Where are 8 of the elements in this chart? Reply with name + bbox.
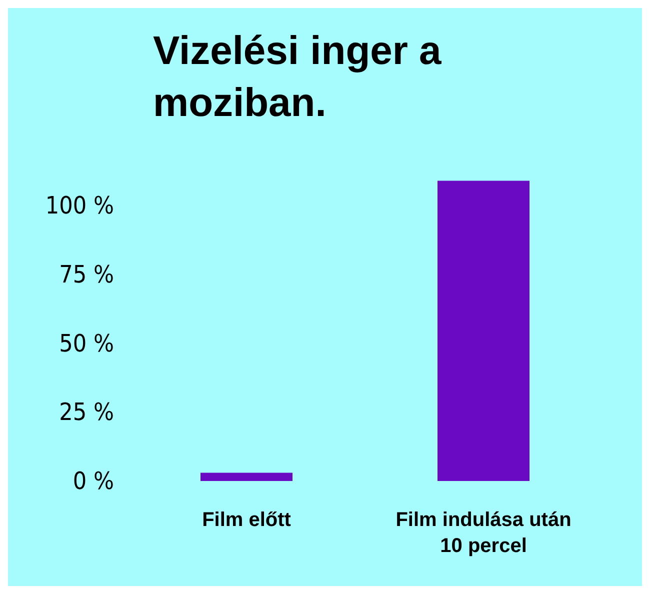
y-tick-label: 0 % bbox=[72, 467, 114, 495]
y-tick-label: 75 % bbox=[59, 260, 114, 288]
x-tick-label: Film indulása után 10 percel bbox=[396, 509, 572, 557]
chart-title: Vizelési inger a moziban. bbox=[153, 29, 442, 125]
y-tick-label: 25 % bbox=[59, 398, 114, 426]
y-tick-label: 100 % bbox=[45, 192, 114, 220]
y-tick-label: 50 % bbox=[59, 329, 114, 358]
x-tick-label: Film előtt bbox=[202, 509, 292, 531]
